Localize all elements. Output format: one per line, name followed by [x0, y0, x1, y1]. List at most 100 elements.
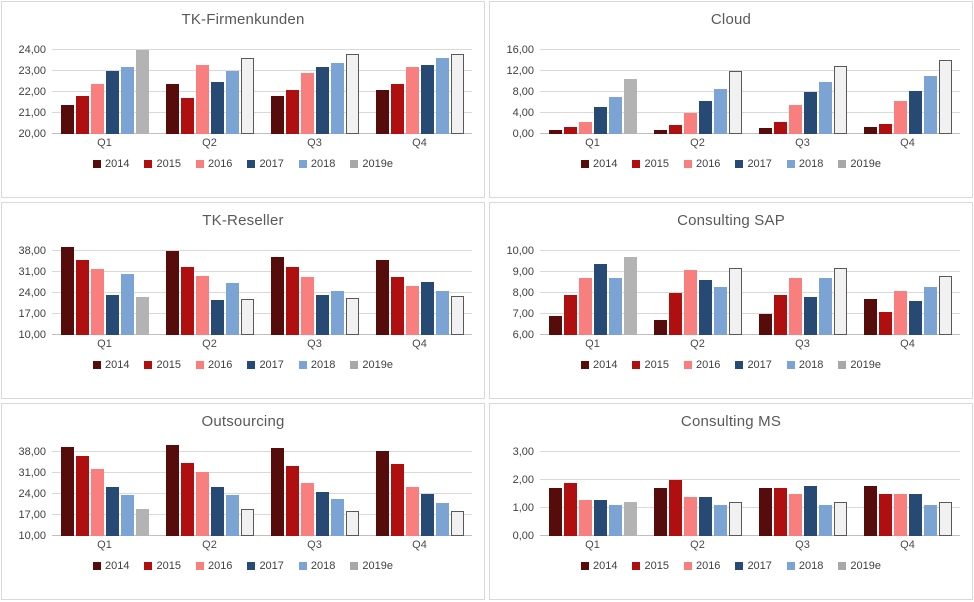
bar-2015-q4	[878, 494, 892, 536]
bar-2017-q4	[420, 493, 434, 536]
bar-group-q3	[262, 50, 367, 134]
bar-2019e-q3	[345, 54, 359, 134]
chart-panel-consulting-ms: Consulting MS 0,00 1,00 2,00 3,00 Q1 Q2 Q3 Q4 201…	[489, 403, 973, 600]
y-axis-tick-label: 0,00	[512, 128, 534, 140]
bar-2017-q3	[315, 295, 329, 335]
bar-2015-q4	[390, 277, 404, 335]
chart-title: Outsourcing	[201, 413, 285, 430]
bar-2014-q3	[270, 257, 284, 335]
legend-item-2016: 2016	[195, 158, 232, 170]
bar-group-q4	[367, 242, 472, 335]
bar-group-q1	[540, 50, 645, 134]
x-axis-label-q3: Q3	[795, 539, 810, 551]
bar-2016-q4	[893, 494, 907, 536]
legend-label: 2017	[747, 158, 772, 170]
bar-2014-q2	[165, 83, 179, 134]
legend-swatch-2018	[298, 160, 307, 168]
legend-swatch-2017	[735, 160, 744, 168]
x-axis-label-q1: Q1	[97, 539, 112, 551]
x-axis-label-q1: Q1	[585, 338, 600, 350]
bar-2014-q1	[548, 488, 562, 536]
gridline	[540, 91, 960, 92]
bar-group-q3	[750, 452, 855, 536]
bar-2015-q4	[390, 464, 404, 536]
y-axis-tick-label: 38,00	[18, 446, 46, 458]
legend-label: 2018	[310, 560, 336, 572]
legend-label: 2014	[592, 158, 618, 170]
legend-item-2019e: 2019e	[838, 158, 881, 170]
chart-area: 10,00 17,00 24,00 31,00 38,00	[6, 435, 472, 542]
bar-2018-q3	[818, 505, 832, 536]
legend-swatch-2018	[786, 562, 795, 570]
bar-2017-q3	[315, 491, 329, 536]
x-axis-label-q3: Q3	[307, 539, 322, 551]
chart-panel-tk-firmenkunden: TK-Firmenkunden 20,00 21,00 22,00 23,00 24,00…	[1, 1, 485, 198]
legend-swatch-2016	[195, 562, 204, 570]
legend-label: 2018	[798, 359, 824, 371]
x-axis-label-q1: Q1	[585, 137, 600, 149]
gridline	[540, 507, 960, 508]
bar-2014-q4	[375, 451, 389, 536]
legend-label: 2015	[644, 359, 669, 371]
gridline	[52, 514, 472, 515]
bar-group-q2	[645, 50, 750, 134]
bar-groups	[540, 251, 960, 335]
bar-2018-q2	[225, 71, 239, 134]
legend-label: 2018	[310, 359, 336, 371]
bar-2018-q1	[120, 66, 134, 134]
bar-2015-q1	[563, 126, 577, 134]
plot-area	[52, 242, 472, 335]
bar-2016-q2	[683, 269, 697, 335]
bar-2018-q3	[330, 291, 344, 335]
legend-swatch-2019e	[350, 160, 359, 168]
bar-2014-q2	[653, 488, 667, 536]
x-axis-labels: Q1 Q2 Q3 Q4	[540, 338, 960, 350]
bar-2015-q2	[180, 462, 194, 536]
legend-label: 2014	[104, 560, 130, 572]
bar-2019e-q1	[623, 78, 637, 134]
bar-2017-q2	[698, 280, 712, 335]
x-axis-label-q2: Q2	[202, 338, 217, 350]
bar-2016-q1	[578, 278, 592, 335]
y-axis-tick-label: 4,00	[512, 107, 534, 119]
legend-swatch-2014	[92, 562, 101, 570]
y-axis: 0,00 1,00 2,00 3,00	[494, 446, 540, 542]
x-axis-labels: Q1 Q2 Q3 Q4	[540, 137, 960, 149]
legend-swatch-2017	[735, 562, 744, 570]
x-axis-label-q1: Q1	[97, 338, 112, 350]
bar-2017-q1	[593, 106, 607, 134]
chart-panel-outsourcing: Outsourcing 10,00 17,00 24,00 31,00 38,00 Q1 Q2…	[1, 403, 485, 600]
legend-label: 2019e	[362, 359, 393, 371]
y-axis: 20,00 21,00 22,00 23,00 24,00	[6, 44, 52, 140]
bar-group-q3	[750, 251, 855, 335]
bar-2019e-q1	[623, 257, 637, 335]
bar-2017-q2	[210, 81, 224, 134]
y-axis-tick-label: 1,00	[512, 502, 534, 514]
bar-2016-q4	[893, 101, 907, 134]
bar-2017-q3	[315, 66, 329, 134]
x-axis-line	[540, 535, 960, 536]
bar-2018-q3	[330, 62, 344, 134]
gridline	[52, 292, 472, 293]
bar-2015-q3	[285, 266, 299, 335]
gridline	[52, 313, 472, 314]
bar-2019e-q1	[135, 509, 149, 536]
legend-label: 2018	[798, 560, 824, 572]
legend-swatch-2016	[683, 160, 692, 168]
legend-item-2015: 2015	[144, 359, 181, 371]
legend-label: 2014	[592, 560, 618, 572]
bar-groups	[52, 242, 472, 335]
legend-swatch-2018	[298, 361, 307, 369]
bar-2016-q3	[300, 483, 314, 536]
gridline	[540, 271, 960, 272]
chart-title: Consulting MS	[680, 413, 782, 430]
chart-area: 20,00 21,00 22,00 23,00 24,00	[6, 33, 472, 140]
bar-2018-q3	[818, 81, 832, 134]
bar-2015-q4	[390, 83, 404, 134]
y-axis: 10,00 17,00 24,00 31,00 38,00	[6, 242, 52, 341]
legend-label: 2017	[747, 560, 772, 572]
legend-item-2016: 2016	[683, 158, 720, 170]
bar-2016-q2	[683, 496, 697, 536]
y-axis-tick-label: 10,00	[18, 329, 46, 341]
y-axis-tick-label: 7,00	[512, 308, 534, 320]
